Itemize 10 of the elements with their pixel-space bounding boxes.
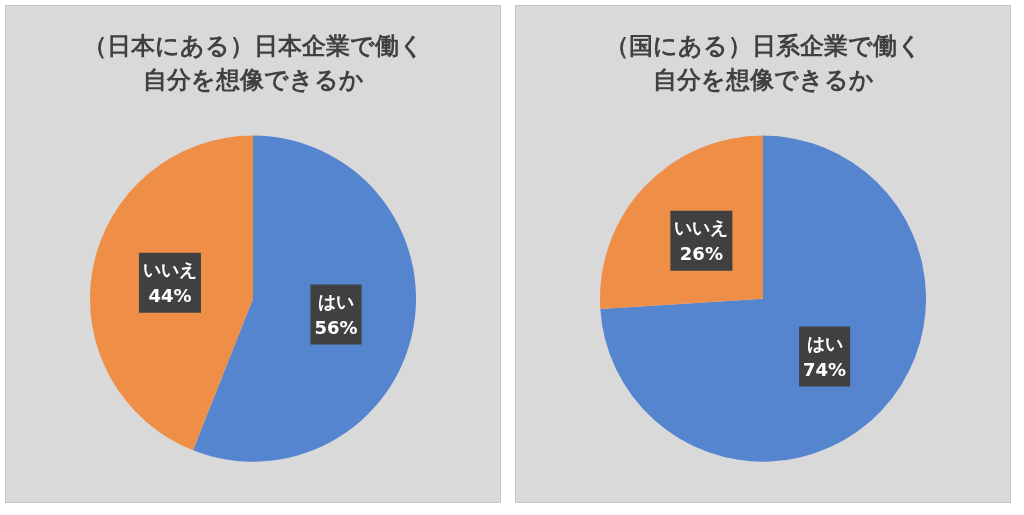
slice-label: いいえ	[674, 217, 729, 239]
chart-title: （日本にある）日本企業で働く自分を想像できるか	[82, 32, 424, 94]
slice-label: はい	[806, 332, 843, 354]
slice-label: はい	[318, 290, 355, 312]
data-label: 56%	[314, 316, 358, 338]
data-label: 26%	[679, 243, 723, 265]
slice-label: いいえ	[142, 259, 197, 281]
data-label: 44%	[148, 285, 192, 307]
data-label: 74%	[803, 358, 847, 380]
chart-title: （国にある）日系企業で働く自分を想像できるか	[604, 32, 922, 94]
